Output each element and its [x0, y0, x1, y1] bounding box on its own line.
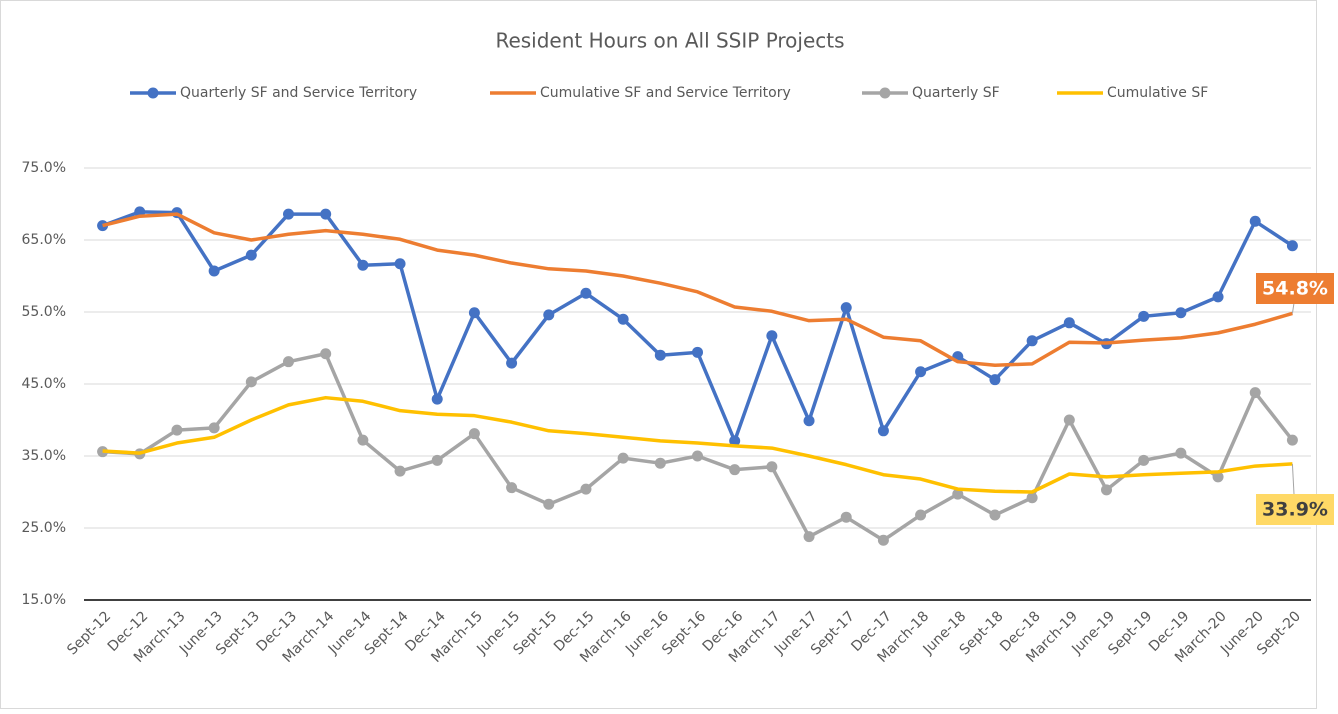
- point: [208, 422, 220, 434]
- point: [654, 457, 666, 469]
- legend-marker: [147, 87, 159, 99]
- point: [1138, 310, 1150, 322]
- point: [1063, 414, 1075, 426]
- point: [320, 348, 332, 360]
- point: [1212, 291, 1224, 303]
- point: [617, 452, 629, 464]
- point: [1249, 387, 1261, 399]
- y-tick-label: 45.0%: [22, 376, 66, 392]
- legend-label: Quarterly SF: [912, 85, 1000, 101]
- point: [1063, 317, 1075, 329]
- point: [320, 208, 332, 220]
- point: [468, 428, 480, 440]
- point: [1286, 434, 1298, 446]
- point: [1138, 454, 1150, 466]
- legend-marker: [879, 87, 891, 99]
- point: [617, 313, 629, 325]
- data-label-box: [1256, 494, 1334, 525]
- y-tick-label: 15.0%: [22, 592, 66, 608]
- point: [171, 424, 183, 436]
- leader-line: [1291, 463, 1295, 495]
- point: [692, 346, 703, 358]
- point: [952, 488, 964, 500]
- point: [877, 534, 889, 546]
- point: [654, 349, 666, 361]
- point: [506, 357, 518, 369]
- y-tick-label: 25.0%: [22, 520, 66, 536]
- point: [283, 356, 294, 368]
- y-tick-label: 75.0%: [22, 160, 66, 176]
- series-line: [102, 395, 1293, 494]
- point: [208, 265, 220, 277]
- legend-label: Quarterly SF and Service Territory: [180, 85, 417, 101]
- point: [692, 450, 703, 462]
- series-line: [102, 212, 1293, 368]
- point: [1101, 484, 1112, 496]
- point: [394, 258, 406, 270]
- y-tick-label: 65.0%: [22, 232, 66, 248]
- point: [1175, 307, 1187, 319]
- point: [245, 249, 257, 261]
- point: [283, 208, 294, 220]
- point: [877, 425, 889, 437]
- point: [803, 531, 815, 543]
- point: [431, 454, 443, 466]
- data-label: 33.9%: [1262, 499, 1328, 521]
- point: [543, 309, 555, 321]
- point: [468, 307, 480, 319]
- point: [766, 461, 778, 473]
- point: [431, 393, 443, 405]
- point: [1026, 335, 1038, 347]
- point: [989, 374, 1001, 386]
- point: [989, 509, 1001, 521]
- point: [357, 259, 369, 271]
- point: [766, 330, 778, 342]
- point: [1249, 215, 1261, 227]
- chart-title: Resident Hours on All SSIP Projects: [495, 29, 844, 53]
- point: [729, 435, 741, 447]
- point: [357, 434, 369, 446]
- legend-label: Cumulative SF and Service Territory: [540, 85, 791, 101]
- point: [840, 302, 852, 314]
- point: [1286, 240, 1298, 252]
- y-tick-label: 55.0%: [22, 304, 66, 320]
- point: [543, 498, 555, 510]
- point: [1212, 471, 1224, 483]
- point: [580, 287, 592, 299]
- point: [915, 509, 927, 521]
- point: [840, 511, 852, 523]
- legend-label: Cumulative SF: [1107, 85, 1208, 101]
- y-tick-label: 35.0%: [22, 448, 66, 464]
- point: [1026, 492, 1038, 504]
- data-label-box: [1256, 273, 1334, 304]
- leader-line: [1291, 302, 1295, 314]
- point: [803, 415, 815, 427]
- point: [580, 483, 592, 495]
- point: [1175, 447, 1187, 459]
- point: [729, 464, 741, 476]
- point: [506, 482, 518, 494]
- point: [915, 366, 927, 378]
- point: [245, 376, 257, 388]
- point: [394, 465, 406, 477]
- data-label: 54.8%: [1262, 278, 1328, 300]
